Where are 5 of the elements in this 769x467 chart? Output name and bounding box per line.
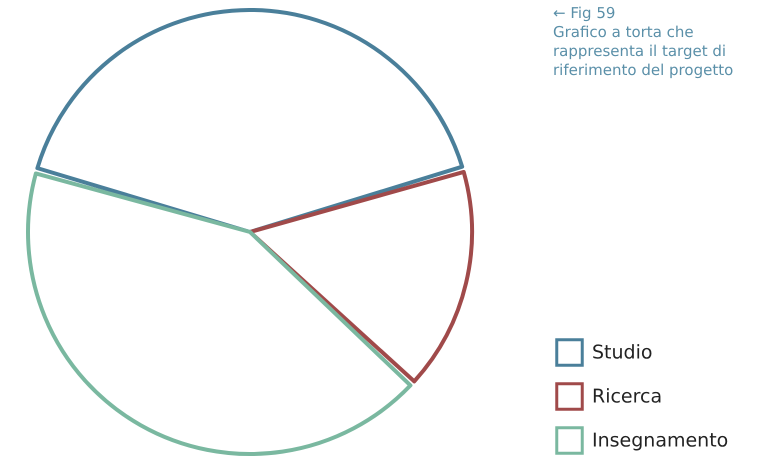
legend-label: Insegnamento xyxy=(592,430,728,452)
text: ← Fig 59 xyxy=(553,4,616,23)
legend-label: Ricerca xyxy=(592,386,662,408)
text: Grafico a torta che rappresenta il target di riferimento del progetto xyxy=(553,23,734,80)
legend-label: Studio xyxy=(592,342,653,364)
